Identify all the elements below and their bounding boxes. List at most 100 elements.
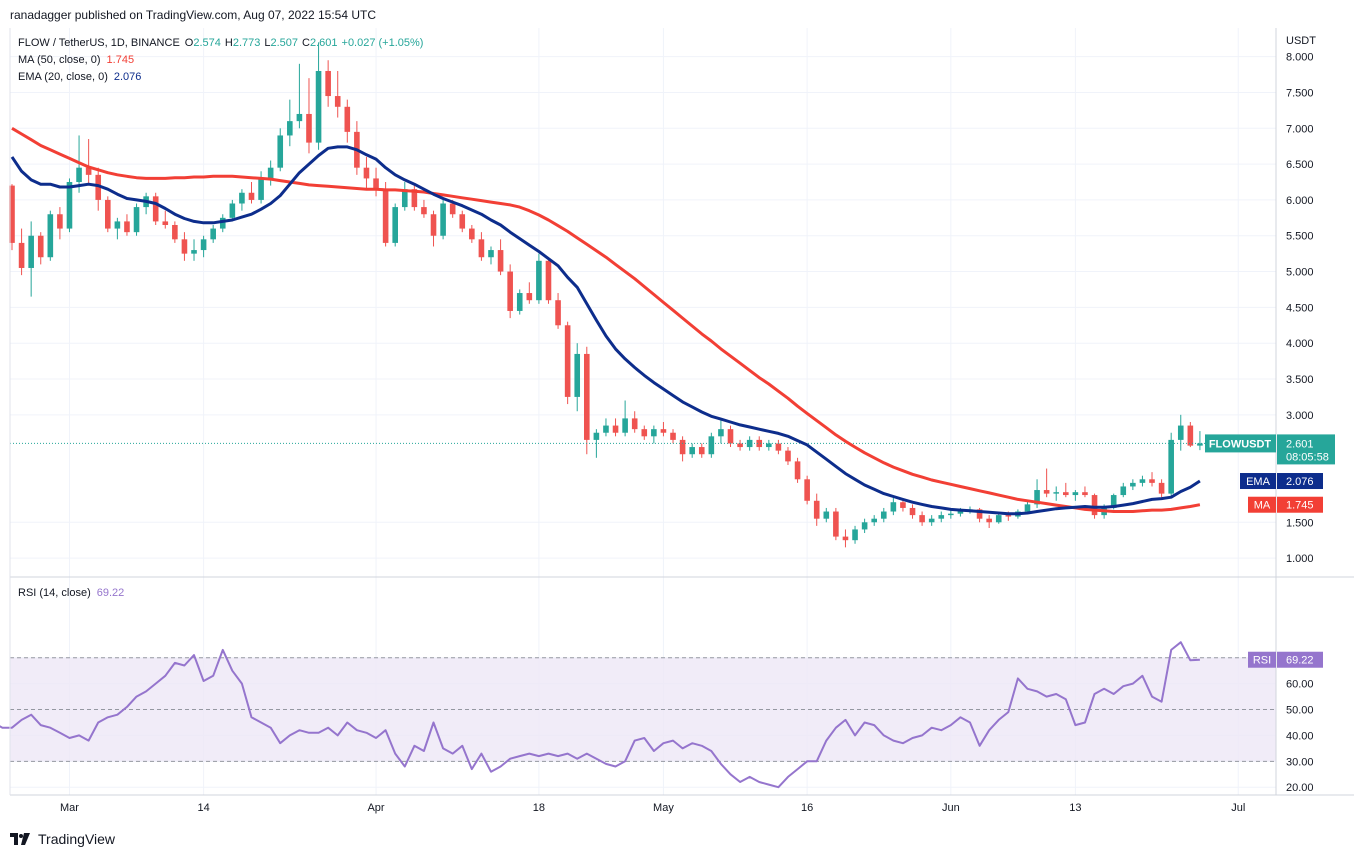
price-tick-label: 1.500 [1286, 517, 1314, 529]
candle-down [1158, 482, 1165, 494]
candle-down [248, 192, 255, 200]
publisher-text: ranadagger published on TradingView.com,… [10, 8, 377, 22]
candle-down [631, 418, 638, 430]
price-tick-label: 3.000 [1286, 410, 1314, 422]
candle-up [593, 432, 600, 440]
ma-value-badge [1277, 496, 1323, 513]
candle-down [976, 509, 983, 519]
candle-down [756, 439, 763, 448]
rsi-legend: RSI (14, close) 69.22 [18, 587, 124, 599]
candle-down [641, 429, 648, 437]
candle-down [813, 500, 820, 519]
candle-up [1197, 443, 1203, 446]
price-tick-label: 7.500 [1286, 87, 1314, 99]
candle-down [555, 300, 561, 326]
candle-down [430, 214, 437, 236]
open-value: 2.574 [193, 37, 221, 49]
legend: FLOW / TetherUS, 1D, BINANCE O2.574 H2.773… [18, 37, 423, 599]
candle-down [306, 113, 312, 143]
candle-up [287, 121, 293, 136]
candle-up [746, 439, 753, 448]
symbol-badge-text: FLOWUSDT [1209, 438, 1272, 450]
candle-down [660, 429, 667, 433]
time-tick-label: Mar [60, 802, 79, 814]
low-value: 2.507 [271, 37, 299, 49]
low-label: L [264, 37, 270, 49]
candle-up [191, 250, 197, 254]
candle-up [708, 436, 715, 455]
tradingview-icon [10, 833, 30, 845]
ma-tag-text: MA [1254, 500, 1271, 512]
ema-value-text: 2.076 [1286, 476, 1314, 488]
candle-down [794, 461, 801, 480]
candle-up [536, 260, 542, 301]
candle-up [928, 518, 935, 523]
candle-up [114, 221, 121, 229]
high-label: H [225, 37, 233, 49]
indicator-lines [10, 127, 1201, 516]
ma-legend-label: MA (50, close, 0) [18, 54, 101, 66]
candle-up [574, 353, 581, 397]
candle-down [986, 518, 992, 523]
price-tick-label: 5.000 [1286, 267, 1314, 279]
price-badge [1277, 434, 1335, 465]
candle-up [852, 529, 858, 541]
candle-up [239, 192, 245, 204]
candle-down [373, 178, 379, 190]
candle-up [1177, 425, 1184, 440]
time-tick-label: 14 [197, 802, 209, 814]
candle-down [18, 242, 25, 268]
candle-up [200, 239, 207, 251]
candle-up [66, 182, 73, 229]
ema-legend-label: EMA (20, close, 0) [18, 71, 108, 83]
candle-up [210, 228, 216, 240]
rsi-tick-label: 30.00 [1286, 756, 1314, 768]
candle-down [833, 511, 839, 537]
candle-up [766, 443, 772, 448]
candle-up [718, 429, 724, 437]
candle-down [325, 70, 331, 97]
change-value: +0.027 (+1.05%) [342, 37, 424, 49]
price-tick-label: 6.000 [1286, 195, 1314, 207]
candle-down [469, 228, 475, 240]
candle-up [995, 515, 1002, 523]
candle-down [900, 502, 906, 508]
candle-up [603, 425, 609, 433]
candle-down [919, 515, 925, 523]
candle-up [47, 214, 54, 258]
candle-down [37, 235, 44, 258]
candles [9, 42, 1276, 548]
candle-down [1063, 492, 1069, 496]
candle-down [842, 536, 849, 541]
candle-down [459, 214, 466, 229]
candle-up [229, 203, 236, 218]
candle-down [449, 203, 456, 215]
time-tick-label: 16 [801, 802, 813, 814]
price-tick-label: 8.000 [1286, 52, 1314, 64]
price-tick-label: 3.500 [1286, 374, 1314, 386]
candle-down [679, 439, 686, 455]
candle-up [651, 429, 657, 437]
candle-down [1043, 490, 1050, 494]
candle-down [698, 447, 705, 455]
candle-down [1082, 492, 1088, 496]
footer-bar: TradingView [0, 824, 1354, 856]
symbol-name: FLOW / TetherUS, 1D, BINANCE [18, 37, 180, 49]
ema-tag-text: EMA [1246, 476, 1271, 488]
price-badge-value: 2.601 [1286, 438, 1314, 450]
candle-down [9, 185, 15, 243]
candle-down [737, 443, 743, 448]
candle-down [344, 106, 351, 132]
candle-up [219, 217, 226, 229]
ma-value-text: 1.745 [1286, 500, 1314, 512]
brand-name: TradingView [38, 831, 116, 847]
candle-up [133, 207, 140, 233]
tradingview-logo[interactable]: TradingView [10, 831, 115, 847]
candle-down [382, 189, 389, 243]
candle-down [334, 96, 341, 107]
candle-up [76, 167, 82, 183]
candle-up [823, 511, 830, 519]
candle-up [890, 502, 897, 512]
candle-up [1120, 486, 1127, 496]
